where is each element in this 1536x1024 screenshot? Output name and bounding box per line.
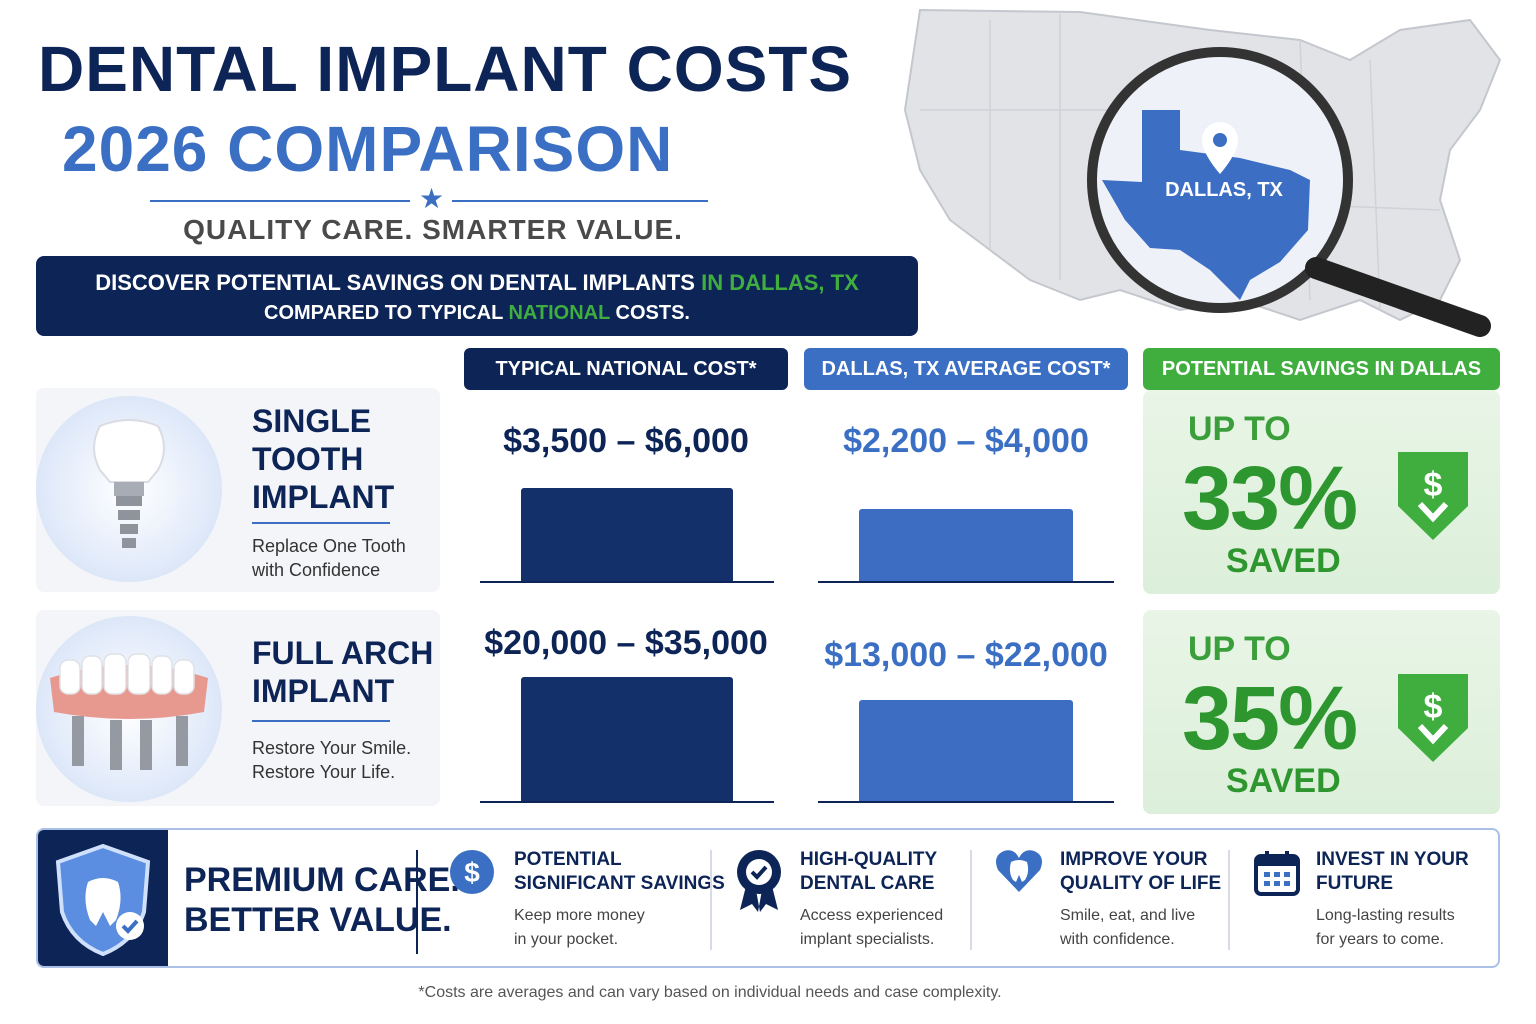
row1-title: SINGLE TOOTH IMPLANT <box>252 402 394 516</box>
magnifier-handle <box>1305 257 1491 337</box>
row-subtitle-line: Restore Your Smile. <box>252 738 412 758</box>
feature-desc: in your pocket. <box>514 931 619 948</box>
row-title-line: TOOTH <box>252 441 364 477</box>
bar-baseline <box>480 581 774 583</box>
banner-text: COMPARED TO TYPICAL <box>264 302 509 324</box>
row1-subtitle: Replace One Tooth with Confidence <box>252 534 406 582</box>
savings-percent: 33% <box>1182 449 1358 549</box>
bar-baseline <box>818 801 1114 803</box>
calendar-icon <box>1254 851 1300 896</box>
benefits-bar: PREMIUM CARE. BETTER VALUE. $ POTENTIAL … <box>36 828 1500 968</box>
svg-text:$: $ <box>464 857 480 888</box>
feature-title: QUALITY OF LIFE <box>1060 873 1222 894</box>
national-cost-value: $3,500 – $6,000 <box>503 422 749 460</box>
divider-right <box>452 200 708 202</box>
row-subtitle-line: Restore Your Life. <box>252 762 396 782</box>
feature-desc: Keep more money <box>514 907 645 924</box>
savings-saved: SAVED <box>1226 762 1341 800</box>
row-divider <box>252 522 390 524</box>
col-national: TYPICAL NATIONAL COST* <box>464 348 788 390</box>
national-cost-value: $20,000 – $35,000 <box>484 624 768 662</box>
texas-shape <box>1102 110 1310 300</box>
page-subtitle: 2026 COMPARISON <box>62 113 674 185</box>
location-pin-icon <box>1202 122 1238 174</box>
bar-baseline <box>480 801 774 803</box>
row2-subtitle: Restore Your Smile. Restore Your Life. <box>252 736 411 784</box>
feature-title: POTENTIAL <box>514 849 622 870</box>
premium-line: BETTER VALUE. <box>184 901 452 939</box>
separator <box>1228 850 1230 950</box>
separator <box>416 850 418 954</box>
feature-desc: implant specialists. <box>800 931 935 948</box>
col-savings: POTENTIAL SAVINGS IN DALLAS <box>1143 348 1500 390</box>
separator <box>970 850 972 950</box>
divider-left <box>150 200 410 202</box>
bar-baseline <box>818 581 1114 583</box>
feature-desc: for years to come. <box>1316 931 1445 948</box>
tooth-image <box>36 396 222 582</box>
map-location-label: DALLAS, TX <box>1165 179 1283 201</box>
savings-percent: 35% <box>1182 669 1358 769</box>
premium-text: PREMIUM CARE. BETTER VALUE. <box>184 860 460 940</box>
banner-highlight: IN DALLAS, TX <box>701 270 859 295</box>
col-dallas: DALLAS, TX AVERAGE COST* <box>804 348 1128 390</box>
row-title-line: IMPLANT <box>252 673 395 709</box>
banner-text: DISCOVER POTENTIAL SAVINGS ON DENTAL IMP… <box>95 270 702 295</box>
feature-title: INVEST IN YOUR <box>1316 849 1469 870</box>
star-icon: ★ <box>419 183 445 214</box>
row-title-line: FULL ARCH <box>252 635 434 671</box>
dollar-icon: $ <box>450 850 494 894</box>
feature-desc: with confidence. <box>1060 931 1175 948</box>
dallas-cost-bar <box>859 700 1073 802</box>
footnote: *Costs are averages and can vary based o… <box>418 984 1002 1001</box>
svg-text:$: $ <box>1424 466 1443 504</box>
feature-desc: Smile, eat, and live <box>1060 907 1196 924</box>
feature-title: FUTURE <box>1316 873 1394 894</box>
feature-title: HIGH-QUALITY <box>800 849 938 870</box>
heart-tooth-icon <box>996 850 1042 892</box>
intro-banner: DISCOVER POTENTIAL SAVINGS ON DENTAL IMP… <box>36 256 918 336</box>
savings-upto: UP TO <box>1188 410 1291 448</box>
national-cost-bar <box>521 677 733 802</box>
savings-upto: UP TO <box>1188 630 1291 668</box>
row2-title: FULL ARCH IMPLANT <box>252 634 433 710</box>
feature-desc: Long-lasting results <box>1316 907 1455 924</box>
svg-text:$: $ <box>1424 688 1443 726</box>
down-dollar-icon: $ <box>1398 452 1468 540</box>
shield-panel <box>38 830 168 966</box>
premium-line: PREMIUM CARE. <box>184 861 460 899</box>
arch-image <box>36 616 222 802</box>
tagline: QUALITY CARE. SMARTER VALUE. <box>183 214 683 245</box>
savings-saved: SAVED <box>1226 542 1341 580</box>
dallas-cost-value: $2,200 – $4,000 <box>843 422 1089 460</box>
feature-quality: HIGH-QUALITY DENTAL CARE Access experien… <box>800 848 943 952</box>
banner-text: COSTS. <box>609 302 690 324</box>
feature-desc: Access experienced <box>800 907 944 924</box>
feature-title: DENTAL CARE <box>800 873 935 894</box>
row-divider <box>252 720 390 722</box>
row-title-line: SINGLE <box>252 403 372 439</box>
row-subtitle-line: with Confidence <box>252 560 381 580</box>
feature-title: SIGNIFICANT SAVINGS <box>514 873 725 894</box>
national-cost-bar <box>521 488 733 582</box>
row-title-line: IMPLANT <box>252 479 395 515</box>
banner-highlight: NATIONAL <box>508 302 610 324</box>
shield-tooth-icon <box>55 843 151 957</box>
feature-future: INVEST IN YOUR FUTURE Long-lasting resul… <box>1316 848 1469 952</box>
feature-title: IMPROVE YOUR <box>1060 849 1208 870</box>
feature-savings: POTENTIAL SIGNIFICANT SAVINGS Keep more … <box>514 848 725 952</box>
badge-icon <box>737 850 781 912</box>
page-title: DENTAL IMPLANT COSTS <box>38 33 853 105</box>
us-map: DALLAS, TX <box>903 8 1502 337</box>
tooth-implant-icon <box>93 419 165 548</box>
full-arch-implant-icon <box>50 653 208 770</box>
row-subtitle-line: Replace One Tooth <box>252 536 406 556</box>
feature-life: IMPROVE YOUR QUALITY OF LIFE Smile, eat,… <box>1060 848 1221 952</box>
dallas-cost-bar <box>859 509 1073 582</box>
dallas-cost-value: $13,000 – $22,000 <box>824 636 1108 674</box>
separator <box>710 850 712 950</box>
down-dollar-icon: $ <box>1398 674 1468 762</box>
